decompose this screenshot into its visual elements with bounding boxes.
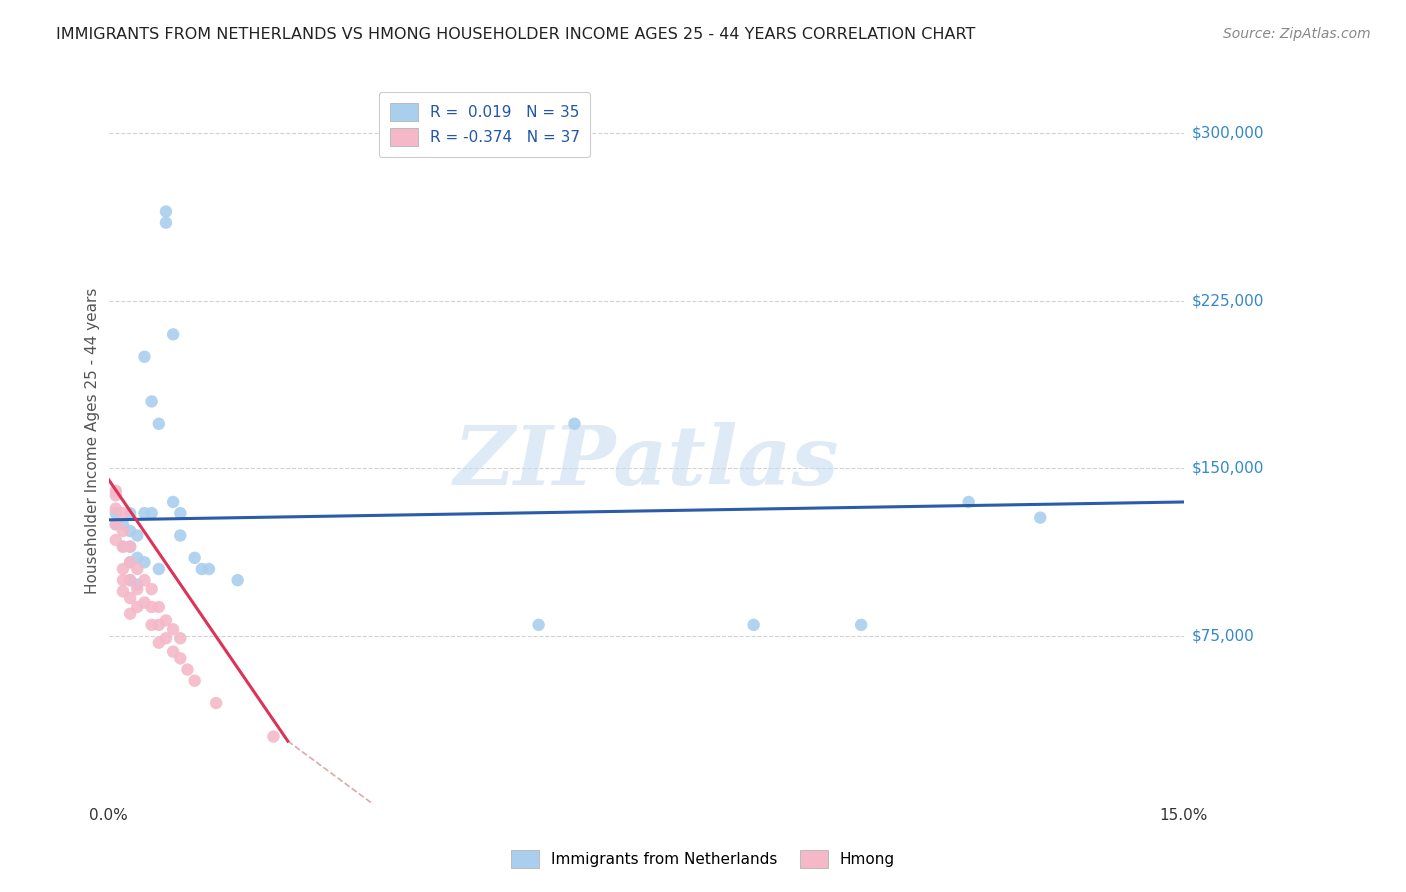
Point (169, 651, 191, 665)
Text: IMMIGRANTS FROM NETHERLANDS VS HMONG HOUSEHOLDER INCOME AGES 25 - 44 YEARS CORRE: IMMIGRANTS FROM NETHERLANDS VS HMONG HOU… (56, 27, 976, 42)
Legend: Immigrants from Netherlands, Hmong: Immigrants from Netherlands, Hmong (505, 844, 901, 873)
Point (155, 204, 177, 219)
Point (120, 555, 142, 569)
Point (104, 533, 127, 547)
Point (148, 618, 170, 632)
Point (104, 501, 127, 516)
Text: Source: ZipAtlas.com: Source: ZipAtlas.com (1223, 27, 1371, 41)
Legend: R =  0.019   N = 35, R = -0.374   N = 37: R = 0.019 N = 35, R = -0.374 N = 37 (380, 93, 591, 157)
Point (127, 528, 149, 542)
Point (111, 506, 134, 520)
Point (127, 562, 149, 576)
Point (120, 540, 142, 554)
Point (134, 506, 156, 520)
Point (262, 730, 284, 744)
Point (134, 573, 156, 587)
Point (742, 618, 765, 632)
Point (176, 663, 198, 677)
Point (957, 495, 980, 509)
Point (104, 506, 127, 520)
Point (169, 528, 191, 542)
Point (148, 599, 170, 614)
Point (162, 645, 184, 659)
Point (120, 591, 142, 605)
Point (849, 618, 872, 632)
Point (155, 614, 177, 628)
Point (120, 540, 142, 554)
Point (162, 623, 184, 637)
Text: $225,000: $225,000 (1192, 293, 1264, 309)
Point (120, 555, 142, 569)
Point (205, 696, 228, 710)
Point (141, 599, 163, 614)
Point (155, 632, 177, 646)
Point (111, 573, 134, 587)
Point (198, 562, 221, 576)
Point (120, 573, 142, 587)
Point (104, 488, 127, 502)
Point (120, 506, 142, 520)
Point (134, 350, 156, 364)
Y-axis label: Householder Income Ages 25 - 44 years: Householder Income Ages 25 - 44 years (86, 287, 100, 594)
Point (127, 577, 149, 591)
Text: $75,000: $75,000 (1192, 629, 1254, 643)
Point (183, 673, 205, 688)
Point (169, 506, 191, 520)
Point (564, 417, 586, 431)
Point (111, 517, 134, 532)
Point (226, 573, 249, 587)
Point (134, 595, 156, 609)
Point (104, 483, 127, 498)
Point (527, 618, 550, 632)
Text: $150,000: $150,000 (1192, 461, 1264, 476)
Point (120, 573, 142, 587)
Point (127, 599, 149, 614)
Point (191, 562, 214, 576)
Point (111, 540, 134, 554)
Point (111, 584, 134, 599)
Point (148, 562, 170, 576)
Text: $300,000: $300,000 (1192, 126, 1264, 141)
Point (1029, 510, 1052, 524)
Point (169, 632, 191, 646)
Point (162, 327, 184, 342)
Point (104, 517, 127, 532)
Point (141, 582, 163, 596)
Point (111, 524, 134, 538)
Point (134, 555, 156, 569)
Point (162, 495, 184, 509)
Point (148, 636, 170, 650)
Point (120, 524, 142, 538)
Point (141, 618, 163, 632)
Point (141, 394, 163, 409)
Point (111, 540, 134, 554)
Point (148, 417, 170, 431)
Point (141, 506, 163, 520)
Point (155, 216, 177, 230)
Point (127, 582, 149, 596)
Point (111, 562, 134, 576)
Point (104, 517, 127, 532)
Point (120, 607, 142, 621)
Text: ZIPatlas: ZIPatlas (453, 422, 839, 502)
Point (127, 550, 149, 565)
Point (183, 550, 205, 565)
